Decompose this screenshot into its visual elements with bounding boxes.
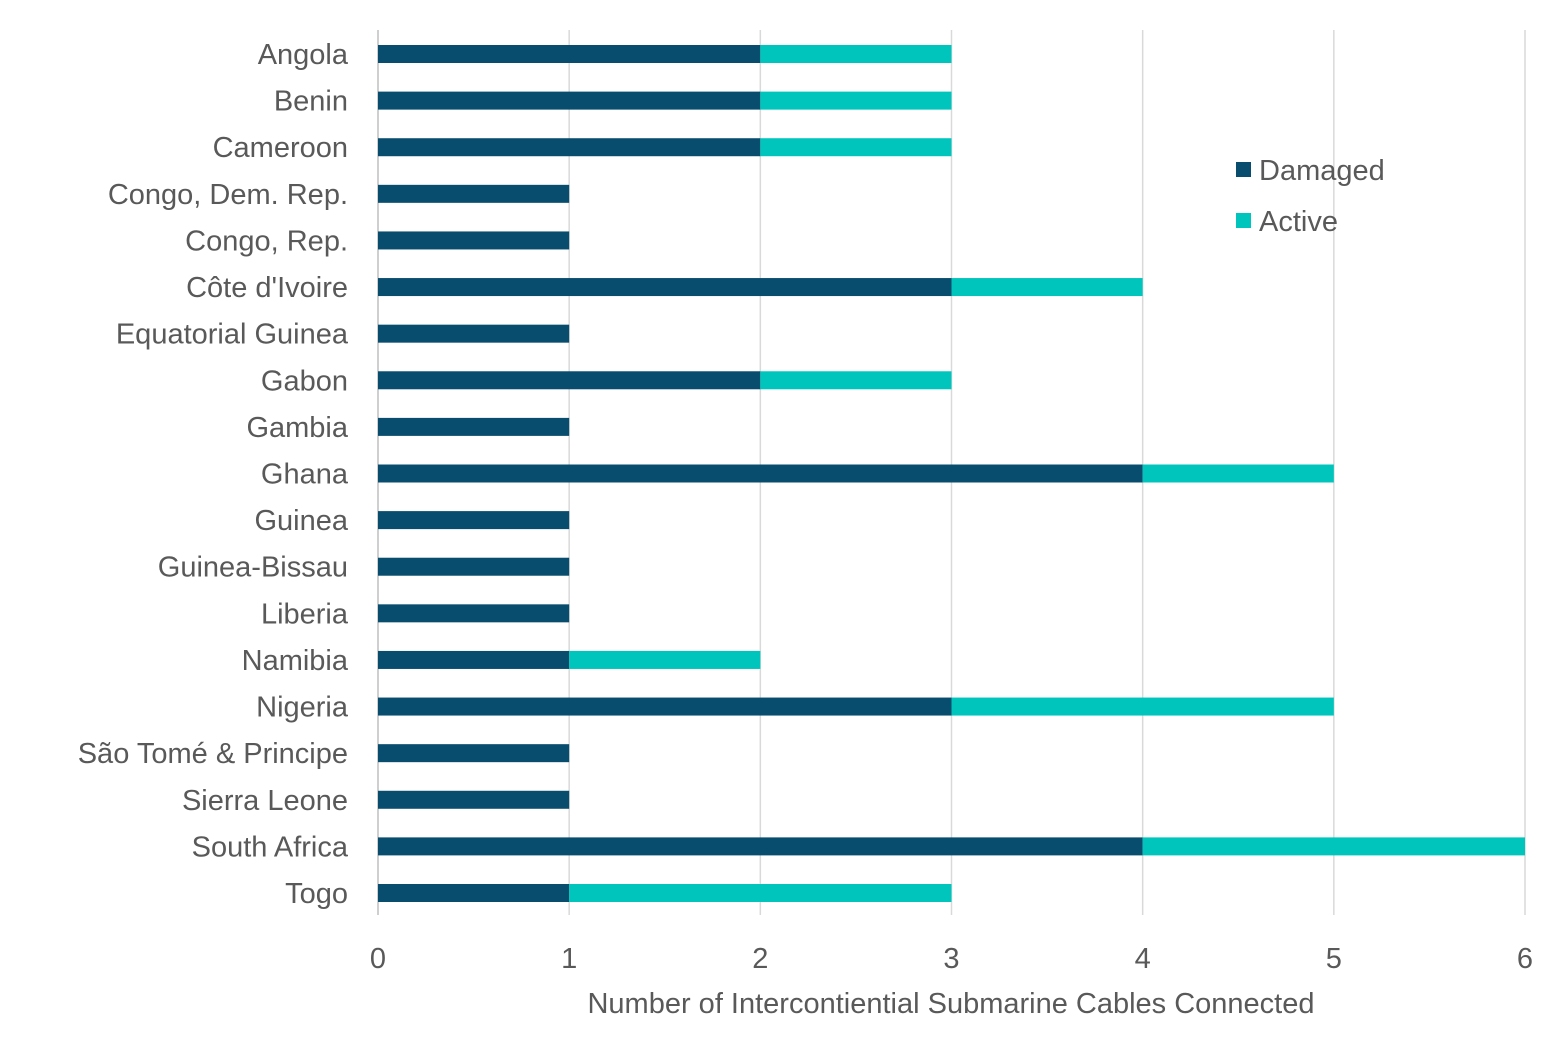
x-tick-label: 3 — [943, 943, 959, 975]
bar-damaged — [378, 604, 570, 623]
bar-active — [569, 884, 952, 902]
x-tick-labels: 0 1 2 3 4 5 6 — [370, 943, 1533, 975]
bar-active — [951, 278, 1143, 297]
category-label: Congo, Rep. — [185, 225, 348, 257]
category-labels: Angola Benin Cameroon Congo, Dem. Rep. Congo… — [78, 39, 349, 910]
bar-damaged — [378, 884, 570, 902]
category-label: Côte d'Ivoire — [186, 272, 348, 304]
bar-active — [951, 697, 1334, 716]
bar-active — [760, 371, 952, 390]
bar-damaged — [378, 231, 570, 250]
x-tick-label: 0 — [370, 943, 386, 975]
bar-damaged — [378, 278, 952, 297]
bar-damaged — [378, 184, 570, 203]
category-label: São Tomé & Principe — [78, 738, 348, 770]
category-label: Angola — [258, 39, 349, 71]
category-label: South Africa — [192, 831, 349, 863]
bar-damaged — [378, 837, 1143, 856]
category-label: Cameroon — [213, 132, 348, 164]
category-label: Namibia — [242, 645, 349, 677]
bar-damaged — [378, 464, 1143, 483]
category-label: Equatorial Guinea — [116, 319, 349, 351]
bar-damaged — [378, 138, 761, 157]
bar-damaged — [378, 91, 761, 110]
x-tick-label: 1 — [561, 943, 577, 975]
legend-swatch-active — [1236, 213, 1251, 228]
bar-damaged — [378, 744, 570, 763]
bar-active — [760, 138, 952, 157]
category-label: Benin — [274, 86, 348, 118]
legend-label: Damaged — [1259, 155, 1385, 187]
bar-damaged — [378, 371, 761, 390]
category-label: Sierra Leone — [182, 785, 348, 817]
bar-damaged — [378, 650, 570, 669]
bar-damaged — [378, 511, 570, 530]
category-label: Guinea-Bissau — [158, 552, 348, 584]
legend: Damaged Active — [1236, 155, 1385, 238]
bars — [378, 45, 1525, 902]
x-tick-label: 6 — [1517, 943, 1533, 975]
bar-active — [569, 650, 761, 669]
bar-damaged — [378, 557, 570, 576]
bar-damaged — [378, 697, 952, 716]
bar-active — [1142, 837, 1525, 856]
category-label: Gabon — [261, 365, 348, 397]
category-label: Gambia — [246, 412, 348, 444]
category-label: Congo, Dem. Rep. — [108, 179, 348, 211]
x-tick-label: 4 — [1135, 943, 1151, 975]
bar-active — [1142, 464, 1334, 483]
x-tick-label: 5 — [1326, 943, 1342, 975]
category-label: Ghana — [261, 459, 349, 491]
x-axis-label: Number of Intercontiential Submarine Cab… — [587, 988, 1314, 1020]
bar-damaged — [378, 45, 761, 63]
bar-damaged — [378, 790, 570, 809]
category-label: Guinea — [254, 505, 348, 537]
legend-swatch-damaged — [1236, 162, 1251, 177]
category-label: Togo — [285, 878, 348, 910]
bar-damaged — [378, 417, 570, 436]
legend-label: Active — [1259, 206, 1338, 238]
x-tick-label: 2 — [752, 943, 768, 975]
bar-damaged — [378, 324, 570, 343]
category-label: Nigeria — [256, 692, 349, 724]
category-label: Liberia — [261, 598, 349, 630]
bar-active — [760, 45, 952, 63]
bar-active — [760, 91, 952, 110]
